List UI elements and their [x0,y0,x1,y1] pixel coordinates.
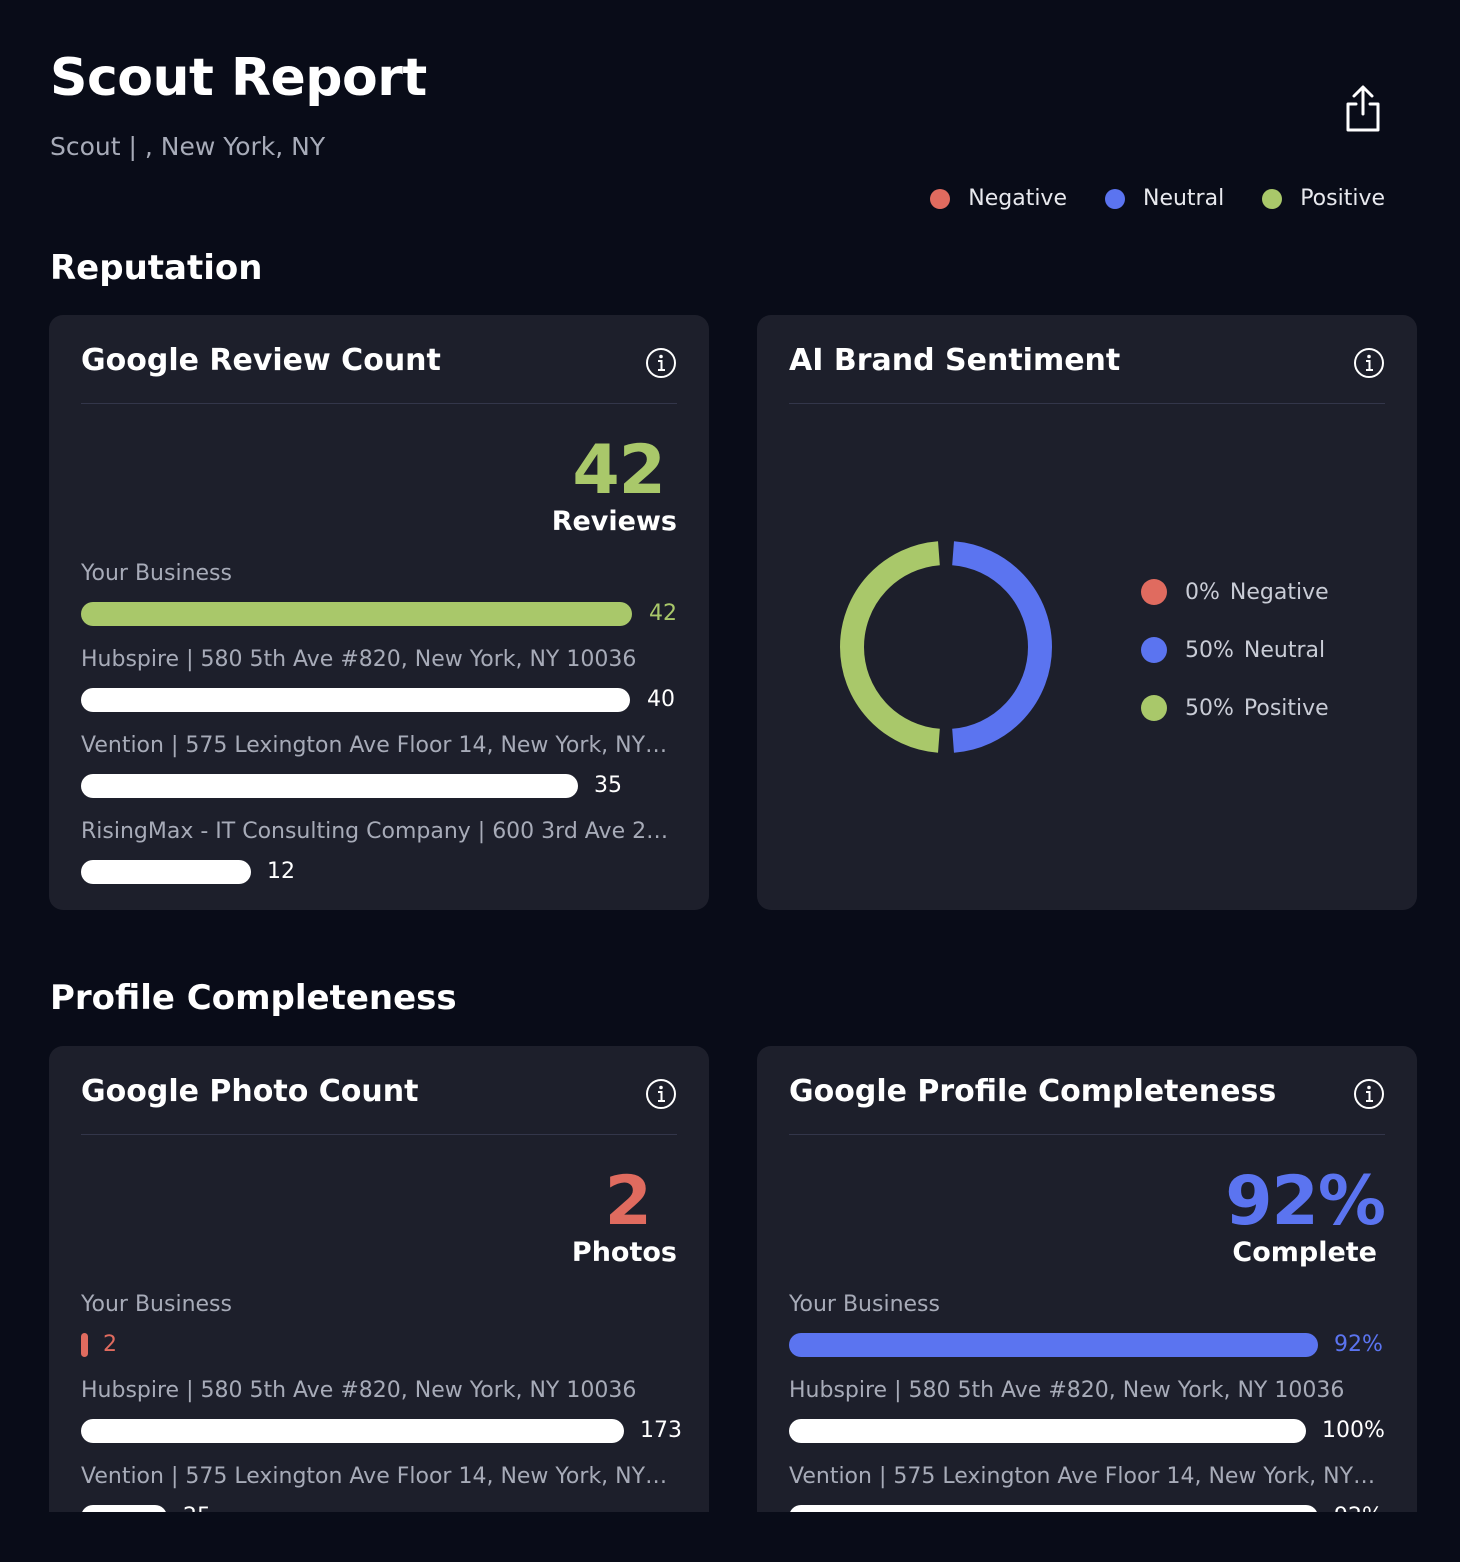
competitor-label: Hubspire | 580 5th Ave #820, New York, N… [81,647,637,672]
legend-label: Positive [1300,186,1385,211]
review-count-unit: Reviews [551,506,677,537]
page-subtitle: Scout | , New York, NY [50,132,326,161]
competitor-label: Your Business [81,1292,232,1317]
legend-percent: 50% [1185,695,1234,721]
section-title-reputation: Reputation [50,248,263,288]
donut-slice-neutral [951,541,1052,753]
info-icon[interactable] [645,1078,677,1110]
donut-legend: 0% Negative 50% Neutral 50% Positive [1141,563,1329,737]
legend-percent: 0% [1185,579,1220,605]
review-bar-vention [81,774,578,798]
legend-negative: Negative [930,186,1067,211]
competitor-label: RisingMax - IT Consulting Company | 600 … [81,819,671,844]
sentiment-donut-chart [840,541,1052,753]
photo-bar-your-business [81,1333,88,1357]
photo-bar-value: 2 [103,1332,117,1357]
legend-label: Positive [1243,695,1329,721]
card-header: Google Review Count [81,337,677,404]
sentiment-legend: Negative Neutral Positive [930,186,1385,211]
competitor-label: Vention | 575 Lexington Ave Floor 14, Ne… [81,1464,671,1489]
card-title: Google Profile Completeness [789,1074,1277,1109]
info-icon[interactable] [645,347,677,379]
completeness-bar-value: 92% [1334,1503,1383,1512]
photo-count-value: 2 [604,1162,652,1241]
negative-dot [1141,579,1167,605]
competitor-label: Your Business [81,561,232,586]
share-icon [1346,85,1380,132]
section-title-profile-completeness: Profile Completeness [50,978,457,1018]
profile-completeness-card: Google Profile Completeness 92% Complete… [757,1046,1417,1512]
photo-bar-hubspire [81,1419,624,1443]
completeness-value: 92% [1225,1162,1386,1241]
info-icon[interactable] [1353,1078,1385,1110]
card-header: AI Brand Sentiment [789,337,1385,404]
legend-neutral: Neutral [1104,186,1225,211]
competitor-label: Vention | 575 Lexington Ave Floor 14, Ne… [81,733,671,758]
legend-label: Neutral [1142,186,1225,211]
share-button[interactable] [1336,84,1390,138]
info-icon[interactable] [1353,347,1385,379]
review-bar-value: 12 [267,859,295,884]
card-header: Google Photo Count [81,1068,677,1135]
review-bar-hubspire [81,688,630,712]
legend-label: Negative [968,186,1067,211]
completeness-bar-your-business [789,1333,1318,1357]
photo-count-card: Google Photo Count 2 Photos Your Busines… [49,1046,709,1512]
competitor-label: Hubspire | 580 5th Ave #820, New York, N… [81,1378,637,1403]
competitor-label: Vention | 575 Lexington Ave Floor 14, Ne… [789,1464,1379,1489]
review-bar-value: 42 [649,601,677,626]
donut-legend-negative: 0% Negative [1141,563,1329,621]
completeness-bar-value: 100% [1322,1418,1385,1443]
review-bar-your-business [81,602,632,626]
competitor-label: Your Business [789,1292,940,1317]
review-bar-risingmax [81,860,251,884]
completeness-bar-hubspire [789,1419,1306,1443]
brand-sentiment-card: AI Brand Sentiment 0% Negative 50% Neutr… [757,315,1417,910]
legend-percent: 50% [1185,637,1234,663]
photo-bar-value: 173 [640,1418,682,1443]
photo-bar-value: 25 [183,1503,211,1512]
completeness-bar-value: 92% [1334,1332,1383,1357]
review-count-card: Google Review Count 42 Reviews Your Busi… [49,315,709,910]
card-title: AI Brand Sentiment [789,343,1121,378]
completeness-unit: Complete [1232,1237,1377,1268]
photo-bar-vention [81,1505,167,1512]
legend-label: Negative [1229,579,1329,605]
completeness-bar-vention [789,1505,1318,1512]
negative-dot [930,188,951,209]
positive-dot [1262,188,1283,209]
neutral-dot [1141,637,1167,663]
photo-count-unit: Photos [571,1237,677,1268]
legend-label: Neutral [1243,637,1326,663]
legend-positive: Positive [1262,186,1385,211]
donut-slice-positive [840,541,941,753]
card-title: Google Photo Count [81,1074,419,1109]
page-title: Scout Report [50,48,427,108]
card-header: Google Profile Completeness [789,1068,1385,1135]
positive-dot [1141,695,1167,721]
donut-legend-positive: 50% Positive [1141,679,1329,737]
card-title: Google Review Count [81,343,441,378]
review-bar-value: 40 [647,687,675,712]
review-bar-value: 35 [594,773,622,798]
donut-legend-neutral: 50% Neutral [1141,621,1329,679]
review-count-value: 42 [572,431,666,510]
competitor-label: Hubspire | 580 5th Ave #820, New York, N… [789,1378,1345,1403]
report-page: Scout Report Scout | , New York, NY Nega… [49,48,1417,1512]
neutral-dot [1104,188,1125,209]
